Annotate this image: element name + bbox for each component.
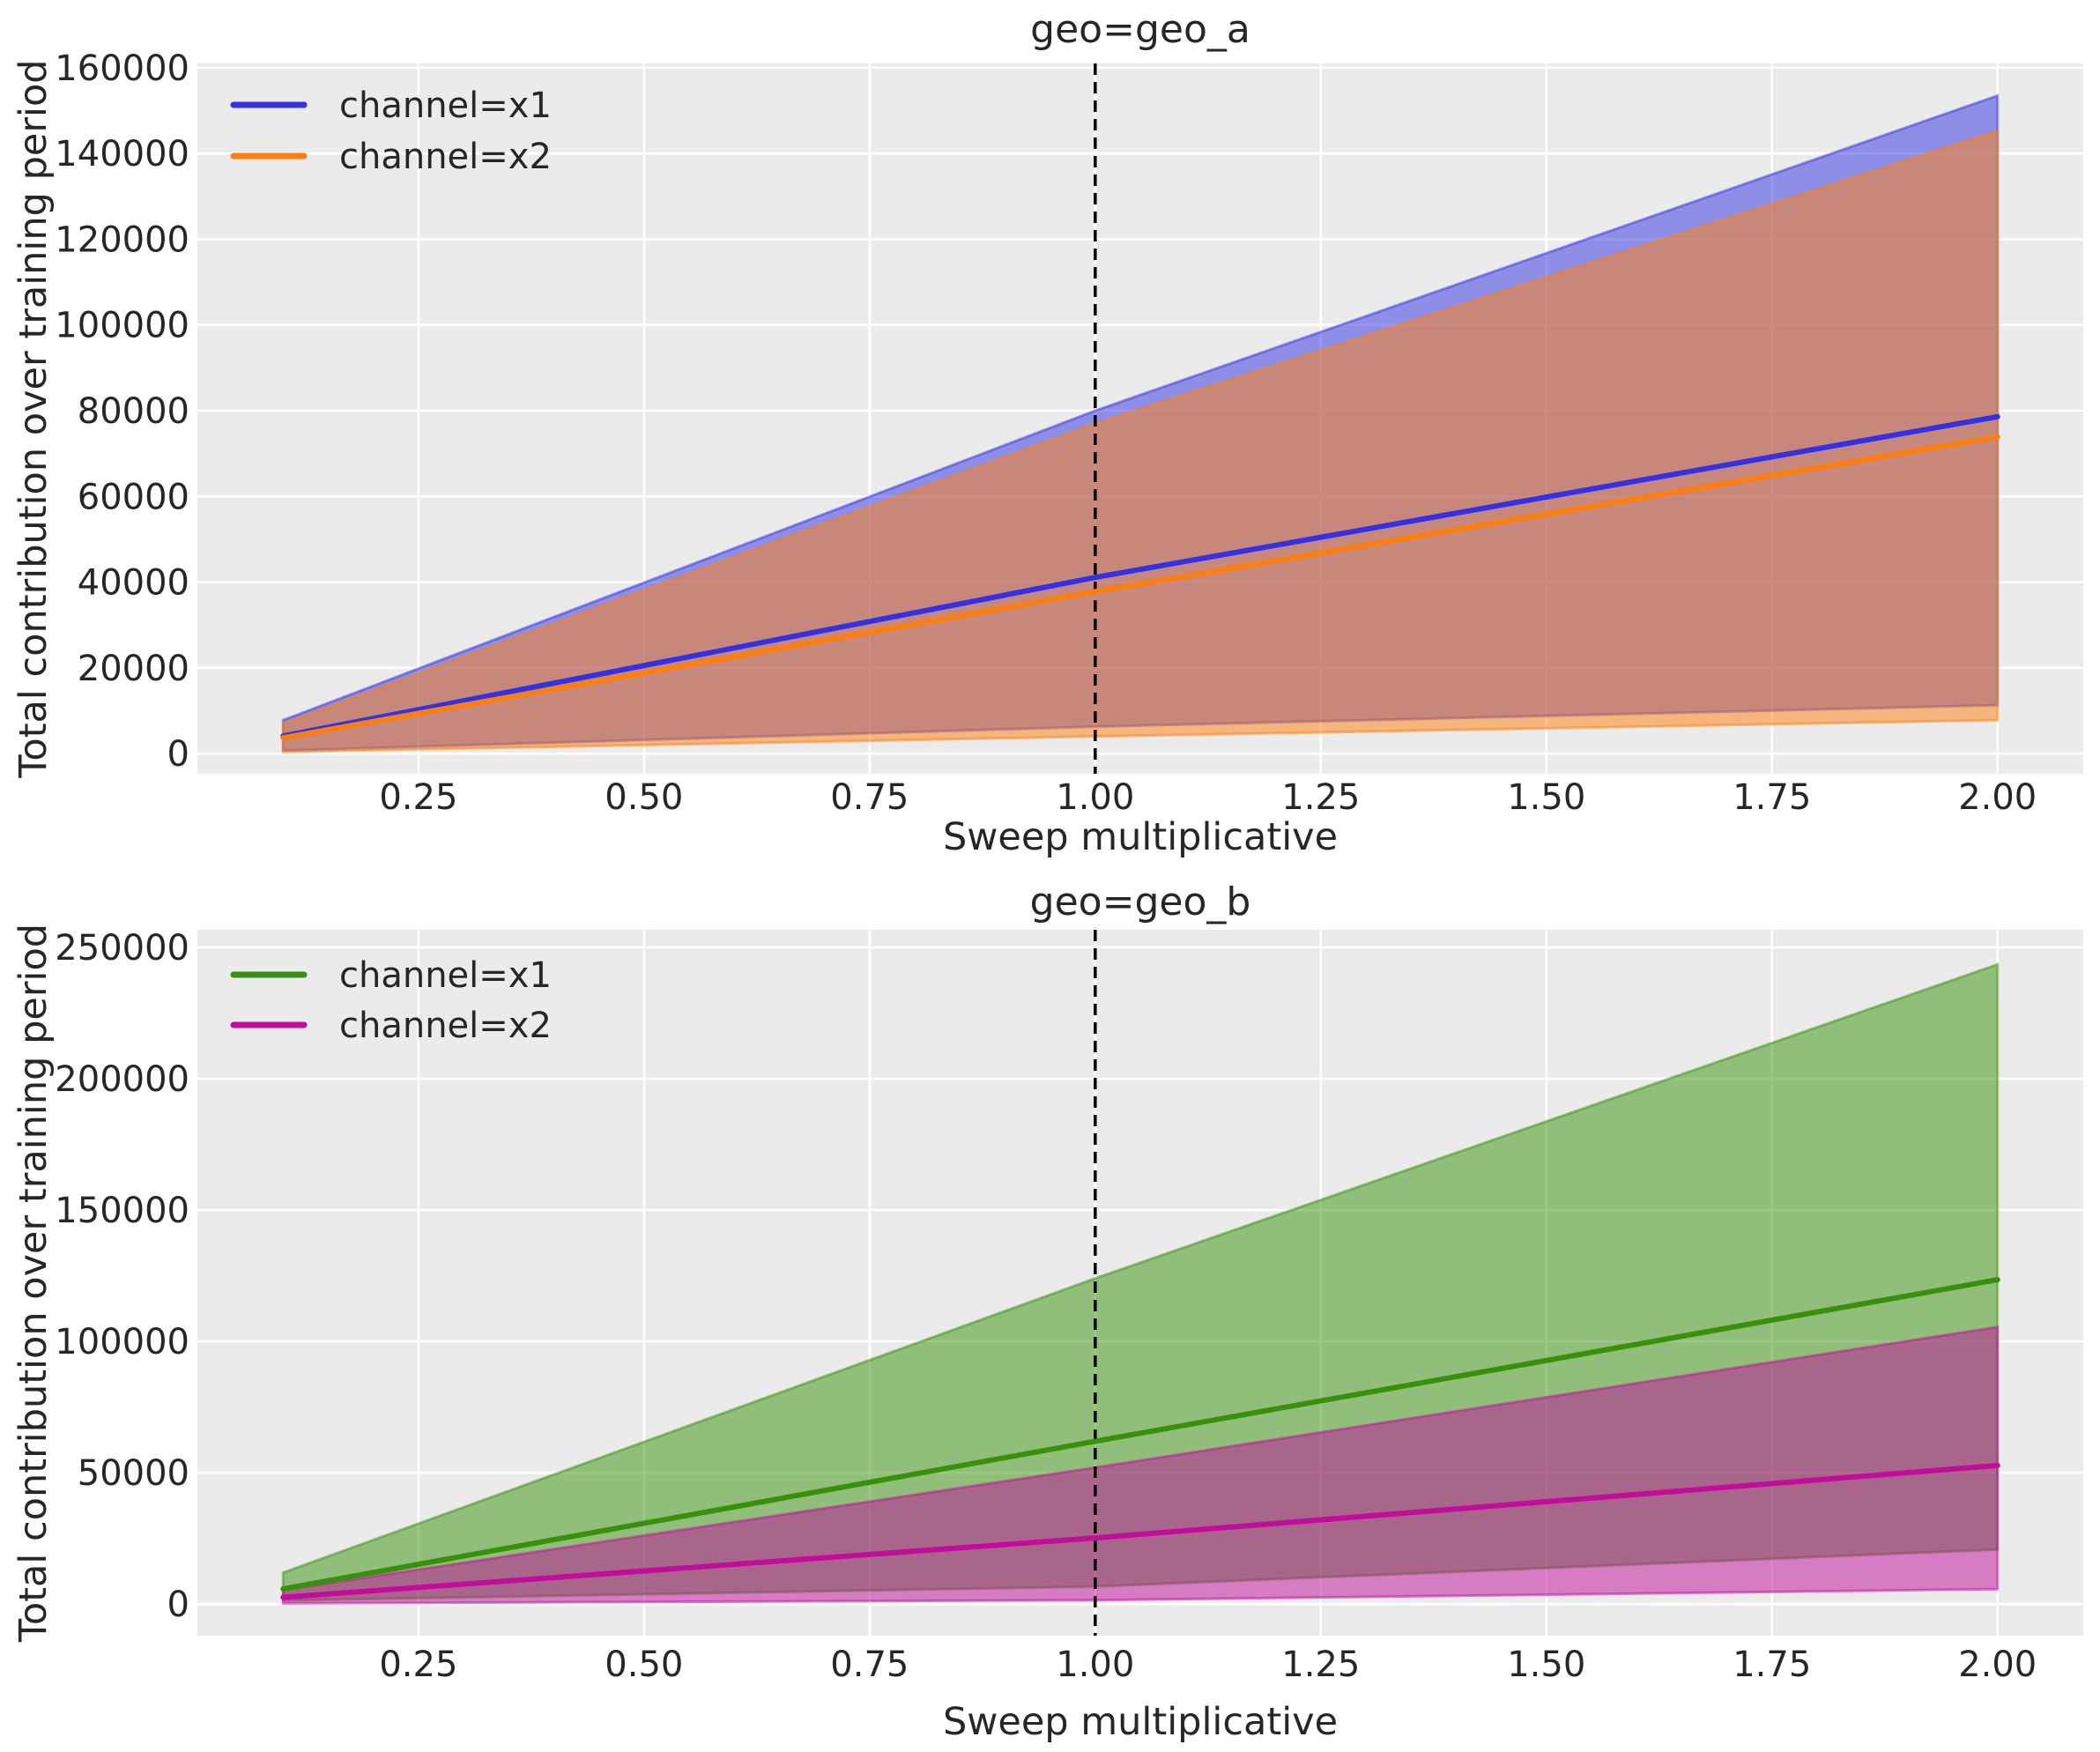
x-tick-label: 1.25 (1281, 1644, 1360, 1685)
y-tick-label: 80000 (78, 391, 189, 432)
x-tick-label: 1.00 (1056, 777, 1134, 818)
y-tick-label: 120000 (55, 219, 189, 260)
y-tick-label: 40000 (78, 563, 189, 604)
chart-title: geo=geo_b (1030, 880, 1251, 924)
chart-title: geo=geo_a (1030, 7, 1250, 52)
chart-geo-geo-b: 0 50000 100000 150000 200000 250000 0.25 0.50 0.… (11, 880, 2083, 1744)
x-tick-label: 0.50 (605, 777, 683, 818)
x-tick-label: 0.25 (379, 777, 457, 818)
y-tick-label: 150000 (55, 1191, 189, 1231)
y-tick-label: 100000 (55, 306, 189, 346)
x-tick-label: 1.75 (1733, 777, 1811, 818)
chart-geo-geo-a: 0 20000 40000 60000 80000 100000 120000 140000 1… (11, 7, 2083, 859)
x-tick-label: 0.50 (605, 1644, 683, 1685)
legend: channel=x1 channel=x2 (230, 955, 552, 1046)
y-tick-label: 50000 (78, 1453, 189, 1494)
x-axis-label: Sweep multiplicative (943, 1700, 1338, 1744)
legend: channel=x1 channel=x2 (230, 85, 552, 177)
x-tick-label: 1.00 (1056, 1644, 1134, 1685)
y-tick-label: 0 (167, 1585, 189, 1625)
y-tick-label: 140000 (55, 134, 189, 174)
x-tick-label: 1.50 (1507, 777, 1585, 818)
y-tick-label: 100000 (55, 1322, 189, 1362)
y-tick-label: 60000 (78, 477, 189, 517)
x-tick-label: 0.25 (379, 1644, 457, 1685)
y-tick-label: 20000 (78, 649, 189, 689)
x-tick-label: 2.00 (1958, 777, 2037, 818)
y-axis-label: Total contribution over training period (11, 59, 56, 778)
x2-mean-line (280, 1462, 2000, 1600)
legend-label-x1: channel=x1 (339, 85, 552, 126)
x2-mean-line (280, 434, 2000, 741)
y-tick-label: 160000 (55, 48, 189, 89)
y-tick-label: 250000 (55, 928, 189, 969)
x-tick-label: 0.75 (830, 777, 909, 818)
x-tick-label: 2.00 (1958, 1644, 2037, 1685)
x1-mean-line (280, 1277, 2000, 1592)
legend-label-x1: channel=x1 (339, 955, 552, 996)
x1-mean-line (280, 413, 2000, 739)
legend-label-x2: channel=x2 (339, 1006, 552, 1046)
legend-label-x2: channel=x2 (339, 137, 552, 177)
x-axis-label: Sweep multiplicative (943, 815, 1338, 859)
x-tick-label: 1.50 (1507, 1644, 1585, 1685)
x-tick-label: 1.25 (1281, 777, 1360, 818)
y-tick-label: 200000 (55, 1059, 189, 1100)
x-tick-label: 1.75 (1733, 1644, 1811, 1685)
y-axis-label: Total contribution over training period (11, 924, 56, 1643)
x-tick-label: 0.75 (830, 1644, 909, 1685)
y-tick-label: 0 (167, 734, 189, 775)
